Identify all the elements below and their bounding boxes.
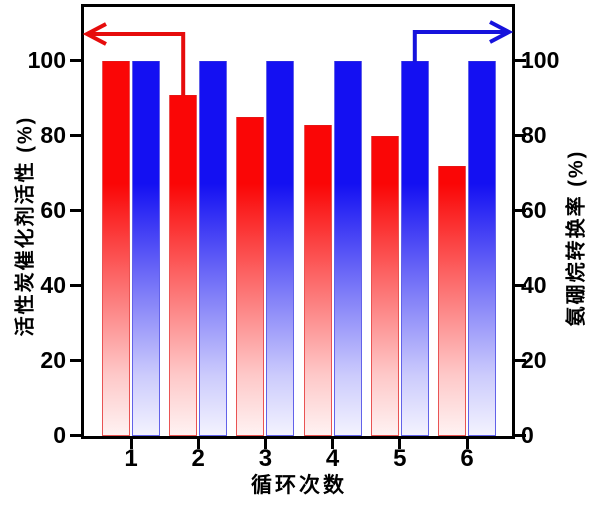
red-bar-5 [370, 136, 399, 436]
blue-bar-2 [199, 61, 228, 436]
red-bar-6 [438, 166, 466, 436]
x-tick-label-5: 5 [393, 445, 407, 472]
left-tick-label-100: 100 [27, 47, 66, 73]
right-axis-title: 氨硼烷转换率 (%) [565, 149, 588, 327]
left-tick-0 [70, 433, 81, 437]
right-tick-label-80: 80 [521, 122, 547, 148]
blue-bar-6 [468, 61, 496, 436]
right-tick-0 [515, 433, 526, 437]
left-tick-label-20: 20 [40, 347, 66, 373]
red-bar-3 [236, 117, 265, 436]
left-tick-label-60: 60 [40, 197, 66, 223]
x-tick-5 [398, 439, 402, 449]
blue-bar-3 [266, 61, 295, 436]
x-tick-label-1: 1 [124, 445, 138, 472]
right-tick-label-20: 20 [521, 347, 547, 373]
blue-bar-4 [333, 61, 362, 436]
x-tick-1 [129, 439, 133, 449]
right-tick-label-0: 0 [521, 422, 534, 448]
right-tick-100 [515, 58, 526, 62]
right-tick-20 [515, 358, 526, 362]
red-bar-1 [102, 61, 130, 436]
right-tick-80 [515, 133, 526, 137]
left-axis-title: 活性炭催化剂活性 (%) [14, 115, 37, 337]
right-tick-60 [515, 208, 526, 212]
left-tick-label-0: 0 [53, 422, 66, 448]
right-tick-40 [515, 283, 526, 287]
left-tick-100 [70, 58, 81, 62]
x-axis-title: 循环次数 [251, 474, 347, 497]
left-tick-20 [70, 358, 81, 362]
x-tick-4 [331, 439, 335, 449]
x-tick-label-6: 6 [460, 445, 474, 472]
x-tick-6 [465, 439, 469, 449]
left-tick-label-80: 80 [40, 122, 66, 148]
x-tick-2 [196, 439, 200, 449]
left-tick-40 [70, 283, 81, 287]
left-tick-60 [70, 208, 81, 212]
red-bar-4 [303, 125, 332, 436]
left-tick-80 [70, 133, 81, 137]
bars-layer [84, 7, 512, 436]
x-tick-label-2: 2 [191, 445, 205, 472]
blue-bar-5 [400, 61, 429, 436]
right-tick-label-60: 60 [521, 197, 547, 223]
right-tick-label-40: 40 [521, 272, 547, 298]
red-bar-2 [169, 95, 198, 436]
x-tick-label-4: 4 [325, 445, 340, 472]
blue-bar-1 [132, 61, 160, 436]
left-tick-label-40: 40 [40, 272, 66, 298]
right-tick-label-100: 100 [521, 47, 560, 73]
x-tick-3 [263, 439, 267, 449]
x-tick-label-3: 3 [258, 445, 273, 472]
